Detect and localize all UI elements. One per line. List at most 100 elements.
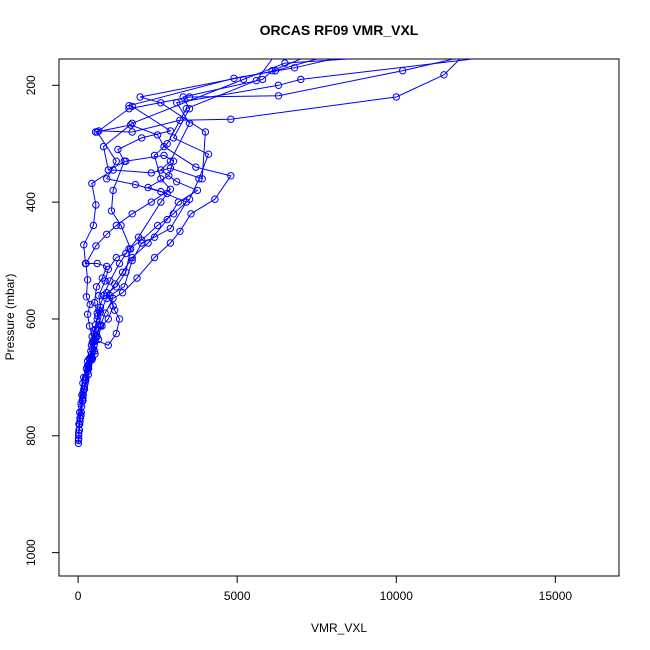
data-point	[392, 93, 400, 101]
data-point	[138, 239, 146, 247]
data-point	[76, 420, 84, 428]
data-point	[83, 310, 92, 318]
data-point	[125, 102, 133, 110]
data-point	[104, 341, 113, 349]
data-point	[93, 128, 101, 136]
data-point	[115, 315, 124, 323]
data-point	[87, 355, 96, 363]
data-point	[99, 142, 108, 151]
series-line	[80, 58, 349, 416]
y-axis: 200 400 600 800 1000	[24, 75, 59, 566]
data-point	[128, 210, 136, 218]
data-point	[150, 233, 159, 241]
data-point	[122, 157, 130, 165]
data-point	[83, 276, 92, 284]
data-point	[150, 253, 159, 262]
data-point	[109, 186, 117, 195]
data-point	[147, 198, 156, 206]
data-point	[166, 164, 175, 172]
data-point	[81, 379, 89, 387]
data-point	[274, 81, 283, 90]
data-point	[176, 116, 184, 125]
data-point	[103, 175, 111, 183]
data-point	[150, 151, 159, 160]
series	[76, 58, 333, 428]
data-point	[86, 300, 94, 309]
y-tick-label: 800	[24, 425, 38, 445]
x-tick-label: 0	[75, 589, 82, 603]
series	[75, 58, 461, 440]
data-point	[112, 253, 121, 262]
data-point	[157, 198, 165, 206]
data-point	[98, 322, 106, 330]
series-line	[83, 58, 317, 390]
data-point	[204, 150, 213, 158]
data-point	[92, 201, 100, 209]
data-point	[120, 283, 128, 291]
data-point	[126, 121, 135, 129]
plot-area	[74, 58, 473, 448]
data-point	[112, 329, 121, 338]
data-point	[166, 185, 175, 194]
data-point	[147, 169, 156, 177]
chart-title: ORCAS RF09 VMR_VXL	[260, 22, 419, 38]
data-point	[93, 309, 101, 317]
data-point	[274, 92, 283, 100]
data-point	[166, 127, 175, 135]
data-point	[157, 175, 165, 183]
data-point	[92, 283, 101, 291]
y-tick-label: 200	[24, 75, 38, 95]
y-tick-label: 400	[24, 192, 38, 212]
data-point	[103, 230, 111, 239]
series-line	[78, 58, 461, 436]
series	[74, 58, 301, 448]
x-axis: 0 5000 10000 15000	[75, 576, 573, 603]
data-point	[88, 179, 96, 188]
data-point	[281, 59, 289, 67]
data-point	[103, 289, 111, 297]
data-point	[104, 315, 113, 323]
data-point	[101, 309, 109, 317]
data-point	[94, 335, 103, 344]
data-point	[398, 67, 407, 75]
data-point	[74, 436, 83, 445]
data-point	[92, 242, 100, 250]
x-tick-label: 15000	[539, 589, 573, 603]
data-point	[79, 397, 87, 405]
series-line	[79, 58, 273, 419]
data-point	[80, 241, 88, 249]
series-line	[79, 58, 333, 425]
data-point	[163, 215, 171, 224]
data-point	[128, 119, 136, 128]
data-point	[107, 207, 116, 215]
data-point	[126, 245, 135, 253]
data-point	[109, 302, 117, 310]
data-point	[112, 283, 121, 291]
data-point	[227, 172, 235, 180]
data-point	[252, 76, 260, 85]
data-point	[136, 93, 144, 101]
data-point	[193, 186, 202, 195]
data-point	[133, 274, 141, 282]
data-point	[239, 75, 248, 84]
data-point	[163, 140, 171, 148]
data-point	[227, 115, 235, 123]
data-point	[198, 175, 206, 183]
data-point	[271, 67, 280, 75]
y-tick-label: 600	[24, 309, 38, 329]
data-point	[85, 322, 94, 330]
data-point	[82, 259, 90, 268]
x-tick-label: 5000	[224, 589, 251, 603]
data-point	[90, 347, 99, 355]
data-point	[182, 105, 191, 113]
data-point	[97, 321, 105, 329]
data-point	[115, 259, 124, 268]
data-point	[211, 195, 219, 203]
y-axis-label: Pressure (mbar)	[3, 274, 17, 361]
data-point	[290, 64, 299, 72]
data-point	[76, 414, 84, 422]
y-tick-label: 1000	[24, 539, 38, 566]
data-point	[173, 178, 181, 186]
data-point	[153, 221, 162, 230]
